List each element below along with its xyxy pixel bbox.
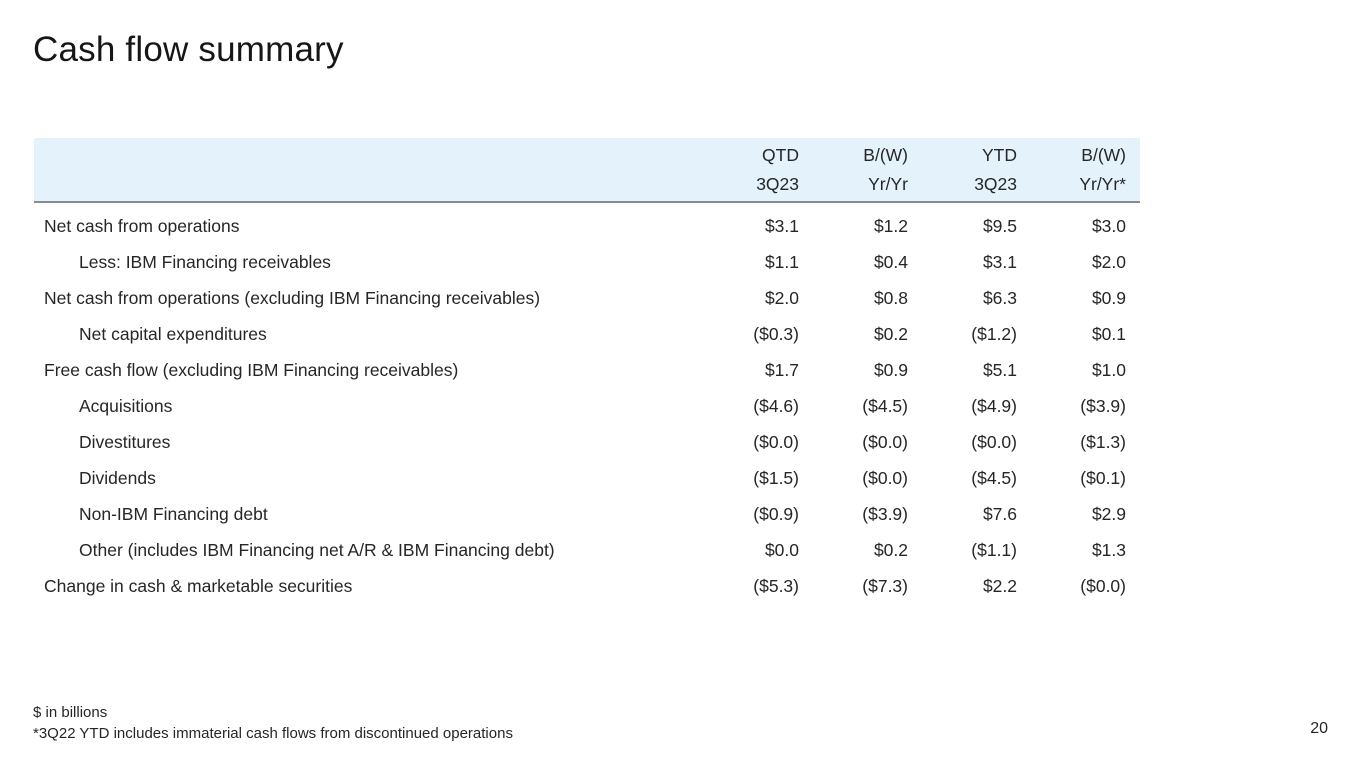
row-value-bw-ytd: ($0.1)	[1080, 467, 1126, 488]
row-value-ytd: $3.1	[982, 251, 1017, 272]
row-value-bw-ytd: ($1.3)	[1080, 431, 1126, 452]
row-label: Less: IBM Financing receivables	[79, 251, 331, 272]
column-header-line2: Yr/Yr*	[1079, 173, 1126, 194]
row-value-qtd: ($0.9)	[753, 503, 799, 524]
row-value-bw-ytd: $1.0	[1091, 359, 1126, 380]
table-row: Dividends ($1.5) ($0.0) ($4.5) ($0.1)	[34, 460, 1140, 496]
row-value-ytd: ($1.2)	[971, 323, 1017, 344]
row-value-qtd: ($1.5)	[753, 467, 799, 488]
table-body: Net cash from operations $3.1 $1.2 $9.5 …	[34, 203, 1140, 604]
row-label: Non-IBM Financing debt	[79, 503, 268, 524]
row-label: Free cash flow (excluding IBM Financing …	[44, 359, 459, 380]
row-value-bw-qtd: ($0.0)	[862, 431, 908, 452]
row-value-qtd: ($0.0)	[753, 431, 799, 452]
row-value-bw-ytd: $3.0	[1091, 215, 1126, 236]
column-header-line1: YTD	[982, 144, 1017, 165]
row-value-ytd: $9.5	[982, 215, 1017, 236]
row-value-ytd: $6.3	[982, 287, 1017, 308]
row-value-bw-qtd: ($0.0)	[862, 467, 908, 488]
row-value-bw-qtd: $0.2	[873, 323, 908, 344]
row-value-bw-ytd: $1.3	[1091, 539, 1126, 560]
row-value-ytd: $2.2	[982, 575, 1017, 596]
row-value-ytd: ($1.1)	[971, 539, 1017, 560]
row-value-bw-qtd: $0.9	[873, 359, 908, 380]
table-row: Change in cash & marketable securities (…	[34, 568, 1140, 604]
row-label: Change in cash & marketable securities	[44, 575, 353, 596]
row-value-bw-ytd: $0.1	[1091, 323, 1126, 344]
row-value-ytd: ($0.0)	[971, 431, 1017, 452]
table-row: Net capital expenditures ($0.3) $0.2 ($1…	[34, 316, 1140, 352]
row-value-qtd: $1.1	[764, 251, 799, 272]
footnotes: $ in billions *3Q22 YTD includes immater…	[33, 702, 513, 744]
page-title: Cash flow summary	[33, 30, 344, 69]
row-label: Net cash from operations	[44, 215, 240, 236]
column-header-ytd-3q23: YTD 3Q23	[908, 141, 1017, 199]
column-header-line1: B/(W)	[863, 144, 908, 165]
table-row: Divestitures ($0.0) ($0.0) ($0.0) ($1.3)	[34, 424, 1140, 460]
table-row: Other (includes IBM Financing net A/R & …	[34, 532, 1140, 568]
row-label: Divestitures	[79, 431, 171, 452]
row-label: Dividends	[79, 467, 156, 488]
row-label: Acquisitions	[79, 395, 173, 416]
row-value-ytd: ($4.9)	[971, 395, 1017, 416]
row-value-qtd: $2.0	[764, 287, 799, 308]
row-value-qtd: $0.0	[764, 539, 799, 560]
row-value-qtd: $1.7	[764, 359, 799, 380]
row-value-ytd: ($4.5)	[971, 467, 1017, 488]
table-row: Less: IBM Financing receivables $1.1 $0.…	[34, 244, 1140, 280]
row-label: Net capital expenditures	[79, 323, 267, 344]
row-value-qtd: ($4.6)	[753, 395, 799, 416]
row-value-bw-qtd: ($4.5)	[862, 395, 908, 416]
page-number: 20	[1310, 720, 1328, 737]
column-header-line1: QTD	[762, 144, 799, 165]
column-header-line1: B/(W)	[1081, 144, 1126, 165]
row-value-bw-qtd: $0.2	[873, 539, 908, 560]
cash-flow-table: QTD 3Q23 B/(W) Yr/Yr YTD 3Q23 B/(W) Yr/Y…	[34, 138, 1140, 604]
column-header-qtd-3q23: QTD 3Q23	[691, 141, 799, 199]
footnote-units: $ in billions	[33, 704, 108, 721]
row-value-bw-ytd: $2.0	[1091, 251, 1126, 272]
row-value-bw-qtd: ($3.9)	[862, 503, 908, 524]
row-value-bw-qtd: $0.4	[873, 251, 908, 272]
table-header-row: QTD 3Q23 B/(W) Yr/Yr YTD 3Q23 B/(W) Yr/Y…	[34, 138, 1140, 203]
row-value-bw-ytd: ($3.9)	[1080, 395, 1126, 416]
column-header-bw-yryr-qtd: B/(W) Yr/Yr	[799, 141, 908, 199]
row-label: Net cash from operations (excluding IBM …	[44, 287, 541, 308]
column-header-line2: 3Q23	[756, 173, 799, 194]
row-value-bw-qtd: $1.2	[873, 215, 908, 236]
row-value-qtd: ($5.3)	[753, 575, 799, 596]
column-header-line2: 3Q23	[974, 173, 1017, 194]
row-value-bw-ytd: $2.9	[1091, 503, 1126, 524]
row-label: Other (includes IBM Financing net A/R & …	[79, 539, 555, 560]
row-value-bw-qtd: $0.8	[873, 287, 908, 308]
row-value-qtd: $3.1	[764, 215, 799, 236]
row-value-qtd: ($0.3)	[753, 323, 799, 344]
row-value-bw-ytd: $0.9	[1091, 287, 1126, 308]
row-value-bw-qtd: ($7.3)	[862, 575, 908, 596]
table-row: Net cash from operations (excluding IBM …	[34, 280, 1140, 316]
footnote-note: *3Q22 YTD includes immaterial cash flows…	[33, 725, 513, 742]
row-value-ytd: $5.1	[982, 359, 1017, 380]
row-value-bw-ytd: ($0.0)	[1080, 575, 1126, 596]
column-header-bw-yryr-ytd: B/(W) Yr/Yr*	[1017, 141, 1126, 199]
table-row: Non-IBM Financing debt ($0.9) ($3.9) $7.…	[34, 496, 1140, 532]
table-row: Free cash flow (excluding IBM Financing …	[34, 352, 1140, 388]
column-header-line2: Yr/Yr	[868, 173, 908, 194]
table-row: Acquisitions ($4.6) ($4.5) ($4.9) ($3.9)	[34, 388, 1140, 424]
table-row: Net cash from operations $3.1 $1.2 $9.5 …	[34, 208, 1140, 244]
row-value-ytd: $7.6	[982, 503, 1017, 524]
